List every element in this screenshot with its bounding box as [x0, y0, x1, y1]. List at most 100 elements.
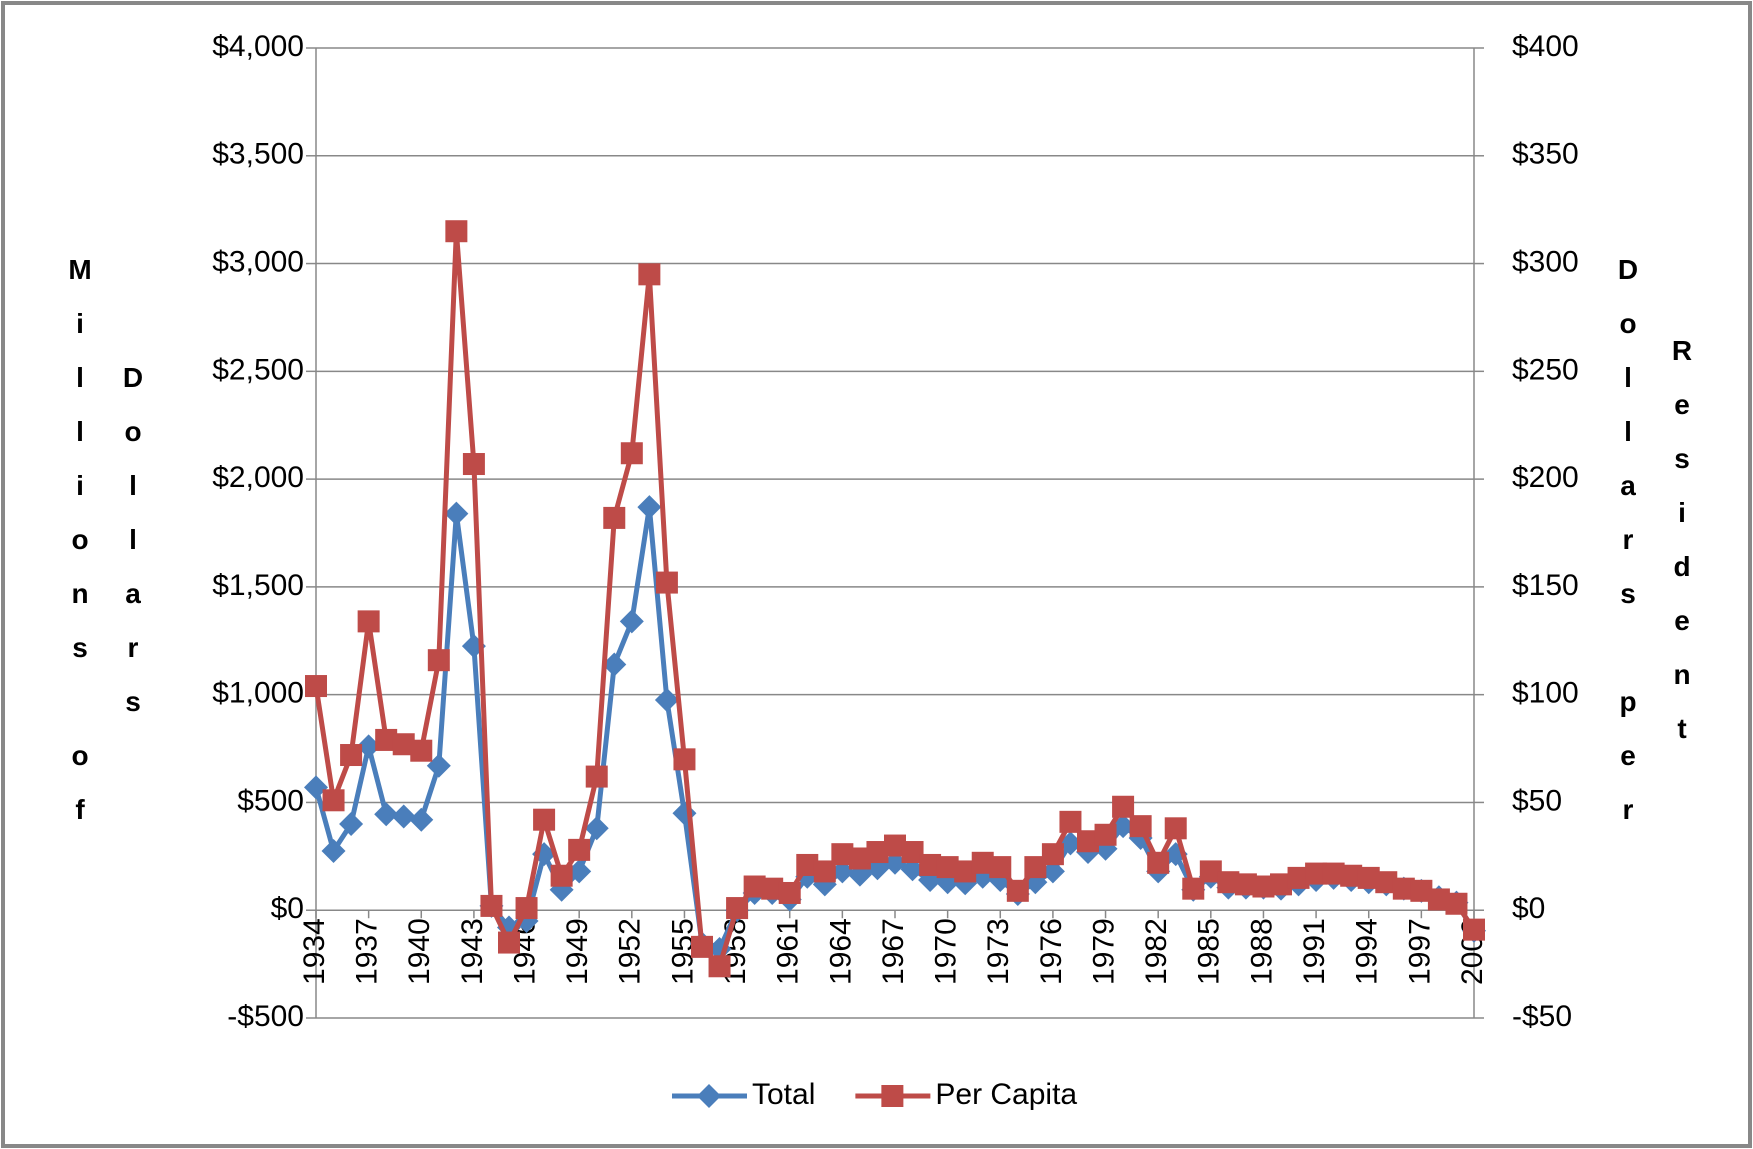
marker: [1340, 864, 1363, 887]
marker: [427, 649, 450, 672]
legend-label: Total: [752, 1078, 815, 1111]
marker: [919, 853, 942, 876]
marker: [1112, 795, 1135, 818]
marker: [1147, 851, 1170, 874]
marker: [515, 897, 538, 920]
marker: [321, 838, 346, 863]
marker: [1305, 862, 1328, 885]
marker: [1357, 866, 1380, 889]
marker: [1375, 871, 1398, 894]
y-tick-label: $500: [237, 784, 304, 817]
x-tick-label: 1985: [1193, 918, 1226, 985]
marker: [533, 808, 556, 831]
marker: [480, 894, 503, 917]
marker: [813, 860, 836, 883]
y-tick-label: $2,000: [212, 461, 304, 494]
y2-tick-label: $0: [1512, 892, 1545, 925]
marker: [654, 688, 679, 713]
y-tick-label: $3,000: [212, 245, 304, 278]
marker: [1392, 877, 1415, 900]
x-tick-label: 1994: [1351, 918, 1384, 985]
marker: [761, 877, 784, 900]
y-tick-label: $2,500: [212, 353, 304, 386]
marker: [585, 765, 608, 788]
marker: [655, 571, 678, 594]
y2-tick-label: $400: [1512, 30, 1579, 63]
marker: [796, 853, 819, 876]
marker: [1129, 815, 1152, 838]
x-tick-label: 1964: [824, 918, 857, 985]
marker: [1024, 856, 1047, 879]
marker: [830, 859, 855, 884]
marker: [1059, 810, 1082, 833]
marker: [866, 841, 889, 864]
marker: [900, 857, 925, 882]
marker: [584, 816, 609, 841]
marker: [567, 859, 592, 884]
marker: [691, 935, 713, 958]
x-tick-label: 1997: [1403, 918, 1436, 985]
marker: [305, 675, 327, 698]
y2-tick-label: $150: [1512, 569, 1579, 602]
marker: [445, 220, 468, 243]
x-tick-label: 1949: [561, 918, 594, 985]
marker: [638, 263, 661, 286]
marker: [322, 789, 345, 812]
marker: [743, 875, 766, 898]
marker: [1164, 817, 1187, 840]
legend-marker: [881, 1085, 904, 1107]
marker: [1270, 873, 1292, 896]
marker: [1040, 859, 1065, 884]
marker: [1199, 860, 1222, 883]
marker: [357, 610, 380, 633]
x-tick-label: 1943: [456, 918, 489, 985]
marker: [971, 851, 994, 874]
marker: [356, 734, 381, 759]
marker: [603, 506, 626, 529]
x-tick-label: 1979: [1087, 918, 1120, 985]
marker: [602, 652, 627, 677]
marker: [444, 501, 469, 526]
y2-tick-label: $350: [1512, 138, 1579, 171]
marker: [1427, 888, 1450, 911]
x-tick-label: 1991: [1298, 918, 1331, 985]
marker: [883, 850, 907, 875]
y2-tick-label: $250: [1512, 353, 1579, 386]
marker: [901, 841, 924, 864]
marker: [1182, 877, 1205, 900]
x-tick-label: 1970: [930, 918, 963, 985]
marker: [1252, 875, 1275, 898]
marker: [1445, 892, 1468, 915]
marker: [1006, 879, 1029, 902]
marker: [1410, 879, 1433, 902]
marker: [708, 955, 731, 978]
y2-tick-label: $100: [1512, 677, 1579, 710]
marker: [1322, 862, 1345, 885]
marker: [637, 495, 662, 520]
marker: [620, 442, 643, 465]
y-tick-label: $0: [271, 892, 304, 925]
x-tick-label: 1967: [877, 918, 910, 985]
marker: [304, 775, 328, 800]
marker: [989, 856, 1012, 879]
y-tick-label: $1,500: [212, 569, 304, 602]
x-tick-label: 1940: [403, 918, 436, 985]
x-tick-label: 1937: [351, 918, 384, 985]
marker: [409, 807, 434, 832]
y-tick-label: -$500: [227, 1000, 304, 1033]
y-tick-label: $3,500: [212, 138, 304, 171]
marker: [954, 860, 977, 883]
marker: [340, 744, 363, 767]
marker: [391, 804, 416, 829]
marker: [1094, 823, 1117, 846]
marker: [462, 453, 485, 476]
marker: [1077, 830, 1099, 853]
marker: [410, 739, 433, 762]
marker: [1463, 918, 1485, 941]
x-tick-label: 1982: [1140, 918, 1173, 985]
y2-tick-label: $300: [1512, 245, 1579, 278]
y2-tick-label: $200: [1512, 461, 1579, 494]
